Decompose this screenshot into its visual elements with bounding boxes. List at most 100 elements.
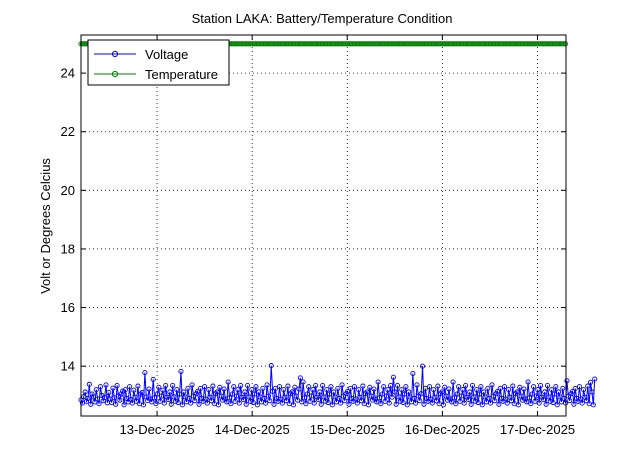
voltage-point [533, 393, 539, 399]
voltage-point [497, 385, 503, 392]
voltage-point [450, 379, 456, 385]
voltage-point [496, 401, 502, 407]
voltage-point [224, 399, 230, 405]
voltage-point [93, 387, 99, 393]
voltage-point [556, 389, 562, 395]
voltage-point [365, 402, 371, 408]
voltage-point [474, 387, 480, 393]
voltage-point [158, 393, 165, 399]
voltage-point [440, 402, 446, 408]
voltage-point [289, 389, 295, 395]
legend-voltage-marker [111, 50, 119, 58]
voltage-point [583, 398, 589, 404]
voltage-point [515, 402, 521, 408]
voltage-point [444, 397, 451, 403]
legend: Voltage Temperature [87, 39, 230, 86]
voltage-point [154, 391, 160, 397]
voltage-point [535, 387, 541, 393]
voltage-point [406, 389, 412, 395]
voltage-point [146, 386, 152, 392]
voltage-point [506, 387, 512, 393]
voltage-point [549, 387, 555, 393]
voltage-point [560, 385, 566, 392]
voltage-point [585, 383, 591, 389]
voltage-point [321, 394, 327, 400]
voltage-point [97, 384, 103, 390]
voltage-point [471, 394, 477, 400]
voltage-point [320, 382, 326, 389]
voltage-point [486, 395, 492, 401]
voltage-point [238, 382, 244, 389]
voltage-point [589, 389, 595, 395]
voltage-point [335, 385, 341, 392]
voltage-point [550, 399, 556, 406]
voltage-point [371, 386, 377, 392]
tick-layer: 14 16 18 20 22 24 13-Dec-2025 14-Dec-2025 15-Dec… [61, 35, 575, 437]
voltage-point [240, 397, 246, 403]
voltage-point [138, 391, 144, 397]
voltage-point [439, 389, 445, 395]
x-tick-label: 15-Dec-2025 [310, 422, 385, 437]
voltage-point [171, 394, 177, 400]
voltage-point [300, 379, 306, 385]
voltage-point [429, 400, 435, 406]
voltage-point [95, 396, 101, 402]
voltage-point [399, 387, 405, 393]
voltage-point [285, 383, 291, 389]
voltage-point [576, 384, 583, 390]
voltage-point [111, 395, 117, 401]
voltage-point [229, 391, 235, 397]
voltage-point [546, 394, 552, 400]
voltage-point [465, 397, 471, 403]
voltage-point [186, 395, 192, 401]
voltage-point [381, 384, 387, 390]
voltage-point [161, 400, 167, 406]
voltage-point [165, 397, 172, 403]
voltage-point [336, 395, 342, 401]
voltage-point [81, 394, 87, 400]
voltage-point [345, 388, 351, 394]
voltage-point [264, 382, 270, 388]
voltage-point [172, 398, 178, 404]
voltage-point [118, 391, 124, 397]
voltage-point [297, 375, 303, 381]
voltage-point [120, 388, 126, 394]
voltage-point [538, 382, 544, 389]
chart-title: Station LAKA: Battery/Temperature Condit… [192, 11, 453, 26]
y-tick-label: 20 [61, 183, 75, 198]
voltage-point [426, 384, 433, 390]
voltage-point [313, 382, 319, 389]
voltage-point [386, 400, 392, 406]
voltage-point [315, 397, 321, 403]
voltage-point [469, 382, 476, 389]
voltage-point [84, 398, 90, 404]
voltage-point [168, 401, 174, 407]
voltage-point [135, 383, 141, 389]
voltage-point [217, 384, 223, 390]
legend-temperature-label: Temperature [145, 67, 218, 82]
voltage-point [283, 398, 290, 404]
voltage-point [197, 385, 203, 392]
voltage-point [121, 402, 127, 408]
voltage-point [572, 385, 578, 392]
voltage-point [181, 389, 187, 395]
voltage-point [179, 402, 185, 408]
voltage-point [256, 389, 262, 395]
legend-voltage-label: Voltage [145, 47, 188, 62]
voltage-point [236, 400, 242, 406]
y-tick-label: 22 [61, 124, 75, 139]
voltage-point [468, 401, 474, 407]
voltage-point [442, 384, 448, 390]
voltage-point [79, 400, 85, 406]
voltage-point [106, 389, 112, 396]
voltage-point [268, 363, 274, 369]
voltage-point [370, 397, 376, 403]
voltage-point [449, 399, 455, 405]
voltage-point [544, 382, 551, 389]
voltage-point [389, 394, 395, 400]
voltage-point [253, 384, 259, 390]
voltage-point [324, 387, 330, 393]
voltage-point [592, 376, 598, 382]
voltage-point [481, 389, 487, 395]
voltage-point [504, 400, 510, 406]
